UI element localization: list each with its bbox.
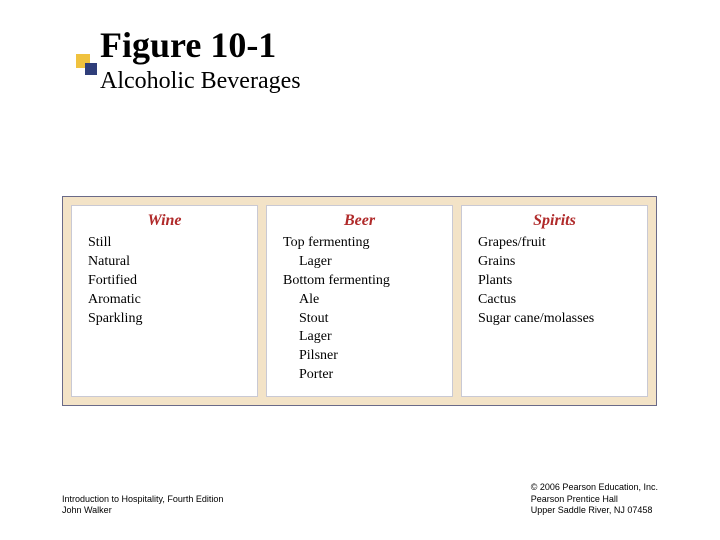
title-block: Figure 10-1 Alcoholic Beverages [100,24,301,95]
list-item: Lager [277,253,442,272]
column-items: Top fermenting Lager Bottom fermenting A… [277,234,442,385]
list-item: Natural [82,253,247,272]
list-item: Sugar cane/molasses [472,310,637,329]
column-items: Still Natural Fortified Aromatic Sparkli… [82,234,247,328]
footer-left: Introduction to Hospitality, Fourth Edit… [62,494,223,517]
list-item: Sparkling [82,310,247,329]
column-header: Wine [82,212,247,230]
list-item: Lager [277,328,442,347]
footer-book-title: Introduction to Hospitality, Fourth Edit… [62,494,223,505]
footer-right: © 2006 Pearson Education, Inc. Pearson P… [531,482,658,516]
footer-address: Upper Saddle River, NJ 07458 [531,505,658,516]
figure-title: Figure 10-1 [100,24,301,66]
footer-author: John Walker [62,505,223,516]
column-items: Grapes/fruit Grains Plants Cactus Sugar … [472,234,637,328]
list-item: Porter [277,366,442,385]
column-header: Spirits [472,212,637,230]
list-item: Grapes/fruit [472,234,637,253]
list-item: Bottom fermenting [277,272,442,291]
footer-copyright: © 2006 Pearson Education, Inc. [531,482,658,493]
beverage-chart: Wine Still Natural Fortified Aromatic Sp… [62,196,657,406]
list-item: Still [82,234,247,253]
list-item: Cactus [472,291,637,310]
list-item: Aromatic [82,291,247,310]
list-item: Stout [277,310,442,329]
list-item: Top fermenting [277,234,442,253]
title-bullet-decoration [76,54,96,74]
figure-subtitle: Alcoholic Beverages [100,68,301,95]
list-item: Fortified [82,272,247,291]
column-header: Beer [277,212,442,230]
column-beer: Beer Top fermenting Lager Bottom ferment… [266,205,453,397]
column-spirits: Spirits Grapes/fruit Grains Plants Cactu… [461,205,648,397]
column-wine: Wine Still Natural Fortified Aromatic Sp… [71,205,258,397]
list-item: Grains [472,253,637,272]
footer-publisher: Pearson Prentice Hall [531,494,658,505]
list-item: Plants [472,272,637,291]
bullet-blue-square [85,63,97,75]
list-item: Pilsner [277,347,442,366]
list-item: Ale [277,291,442,310]
